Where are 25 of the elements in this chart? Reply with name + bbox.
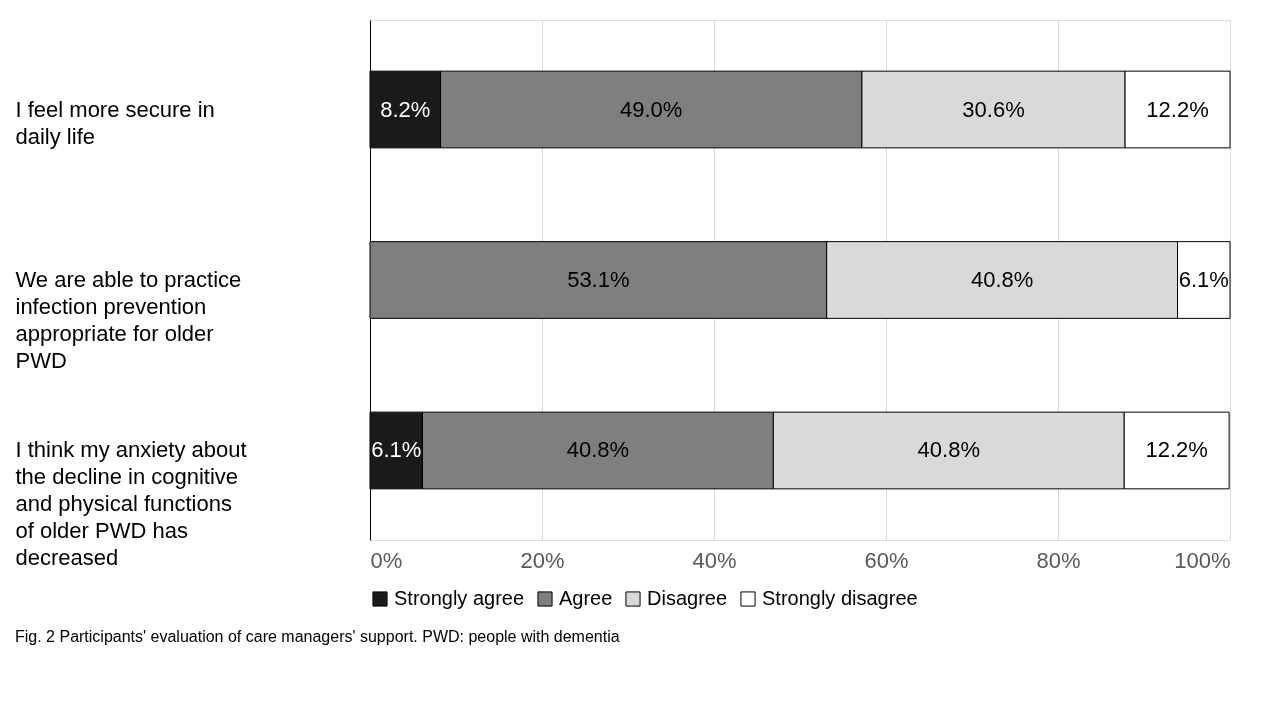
data-label: 12.2% — [1145, 437, 1208, 463]
data-label: 30.6% — [962, 96, 1025, 122]
data-label: 40.8% — [917, 437, 980, 463]
x-tick-label: 80% — [1036, 547, 1081, 573]
data-label: 6.1% — [1178, 267, 1229, 292]
data-label: 49.0% — [620, 96, 683, 122]
legend-label: Disagree — [647, 587, 728, 609]
legend-label: Agree — [559, 587, 613, 609]
legend-label: Strongly agree — [394, 587, 525, 609]
data-label: 8.2% — [380, 96, 431, 122]
x-tick-label: 100% — [1174, 547, 1231, 573]
data-label: 53.1% — [567, 267, 630, 292]
data-label: 12.2% — [1146, 96, 1209, 122]
data-label: 40.8% — [970, 267, 1034, 292]
x-tick-label: 20% — [520, 547, 565, 573]
y-tick-label: I think my anxiety about the decline in cognitive and physical functions of older PWD has decreased — [15, 437, 247, 571]
y-tick-label: We are able to practice infection prevention appropriate for older PWD — [15, 267, 242, 373]
x-tick-label: 40% — [692, 547, 737, 573]
y-tick-label: I feel more secure in daily life — [15, 96, 215, 149]
legend-label: Strongly disagree — [762, 587, 918, 609]
x-tick-label: 60% — [864, 547, 909, 573]
data-label: 40.8% — [566, 437, 630, 463]
data-label: 6.1% — [371, 437, 422, 463]
x-tick-label: 0% — [370, 547, 403, 573]
caption: Fig. 2 Participants' evaluation of care managers' support. PWD: people with dementia — [15, 628, 620, 645]
